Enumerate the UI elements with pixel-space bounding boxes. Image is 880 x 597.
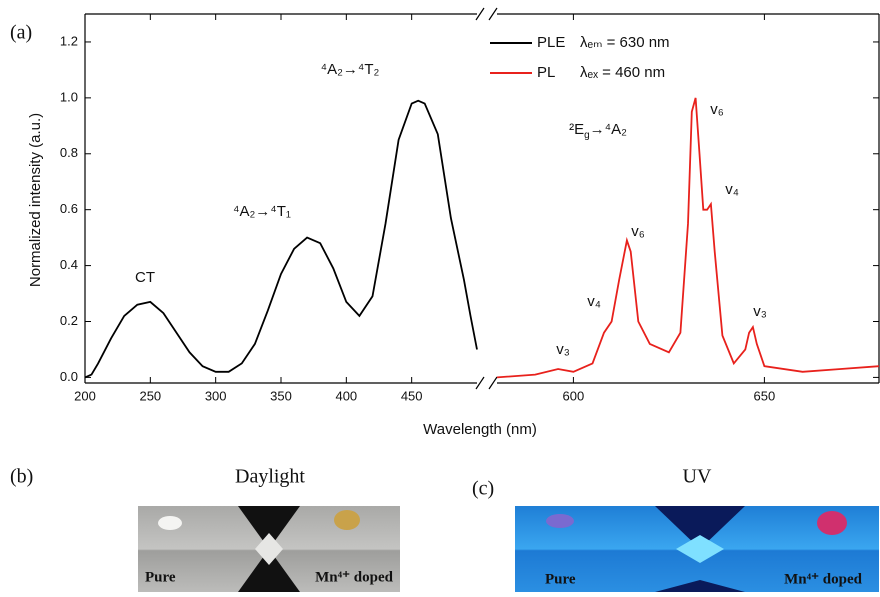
legend-note: λₑₓ = 460 nm: [580, 64, 665, 81]
annotation-part: v₃: [556, 341, 570, 358]
x-tick-label: 200: [74, 388, 96, 403]
photo-label: Mn⁴⁺ doped: [784, 571, 863, 587]
annotation: v₃: [753, 303, 767, 320]
x-axis-label: Wavelength (nm): [423, 421, 537, 438]
annotation: ⁴A₂→⁴T₂: [321, 61, 380, 78]
annotation-part: →⁴A₂: [590, 121, 627, 138]
x-tick-label: 350: [270, 388, 292, 403]
annotation: v₄: [587, 293, 601, 310]
annotation-part: v₃: [753, 303, 767, 320]
y-tick-label: 0.4: [60, 257, 78, 272]
series-line: [497, 98, 879, 378]
annotation: v₆: [710, 101, 724, 118]
series-line: [85, 101, 477, 378]
annotation: ²Eg→⁴A₂: [569, 121, 627, 141]
annotation: v₃: [556, 341, 570, 358]
x-tick-label: 650: [754, 388, 776, 403]
annotation: CT: [135, 269, 155, 286]
annotation-part: v₄: [725, 181, 739, 198]
x-tick-label: 300: [205, 388, 227, 403]
annotation-part: v₆: [710, 101, 724, 118]
figure: (a) (b) (c) Daylight UV Pure Mn⁴⁺ doped …: [0, 0, 880, 592]
annotation: ⁴A₂→⁴T₁: [233, 203, 291, 220]
y-tick-label: 1.0: [60, 89, 78, 104]
x-tick-label: 450: [401, 388, 423, 403]
legend-note: λₑₘ = 630 nm: [580, 34, 670, 51]
panel-label: (b): [10, 466, 33, 488]
x-tick-label: 600: [563, 388, 585, 403]
x-tick-label: 250: [139, 388, 161, 403]
annotation-part: v₆: [631, 223, 645, 240]
annotation: v₆: [631, 223, 645, 240]
photo-label: Pure: [145, 569, 176, 585]
photo-label: Mn⁴⁺ doped: [315, 569, 394, 585]
photo-label: Pure: [545, 571, 576, 587]
legend-label: PLE: [537, 34, 565, 51]
x-tick-label: 400: [335, 388, 357, 403]
photo-title: UV: [683, 466, 712, 488]
y-axis-label: Normalized intensity (a.u.): [27, 113, 44, 287]
annotation-part: CT: [135, 269, 155, 286]
annotation-part: v₄: [587, 293, 601, 310]
y-tick-label: 0.6: [60, 201, 78, 216]
y-tick-label: 0.0: [60, 369, 78, 384]
y-tick-label: 0.8: [60, 145, 78, 160]
annotation-part: ⁴A₂→⁴T₂: [321, 61, 380, 78]
annotation-part: ²E: [569, 121, 584, 138]
y-tick-label: 0.2: [60, 313, 78, 328]
y-tick-label: 1.2: [60, 33, 78, 48]
panel-label: (a): [10, 22, 32, 44]
photo-title: Daylight: [235, 466, 305, 488]
legend-label: PL: [537, 64, 555, 81]
annotation: v₄: [725, 181, 739, 198]
panel-label: (c): [472, 478, 494, 500]
axes-frame: [85, 8, 879, 389]
annotation-part: ⁴A₂→⁴T₁: [233, 203, 291, 220]
